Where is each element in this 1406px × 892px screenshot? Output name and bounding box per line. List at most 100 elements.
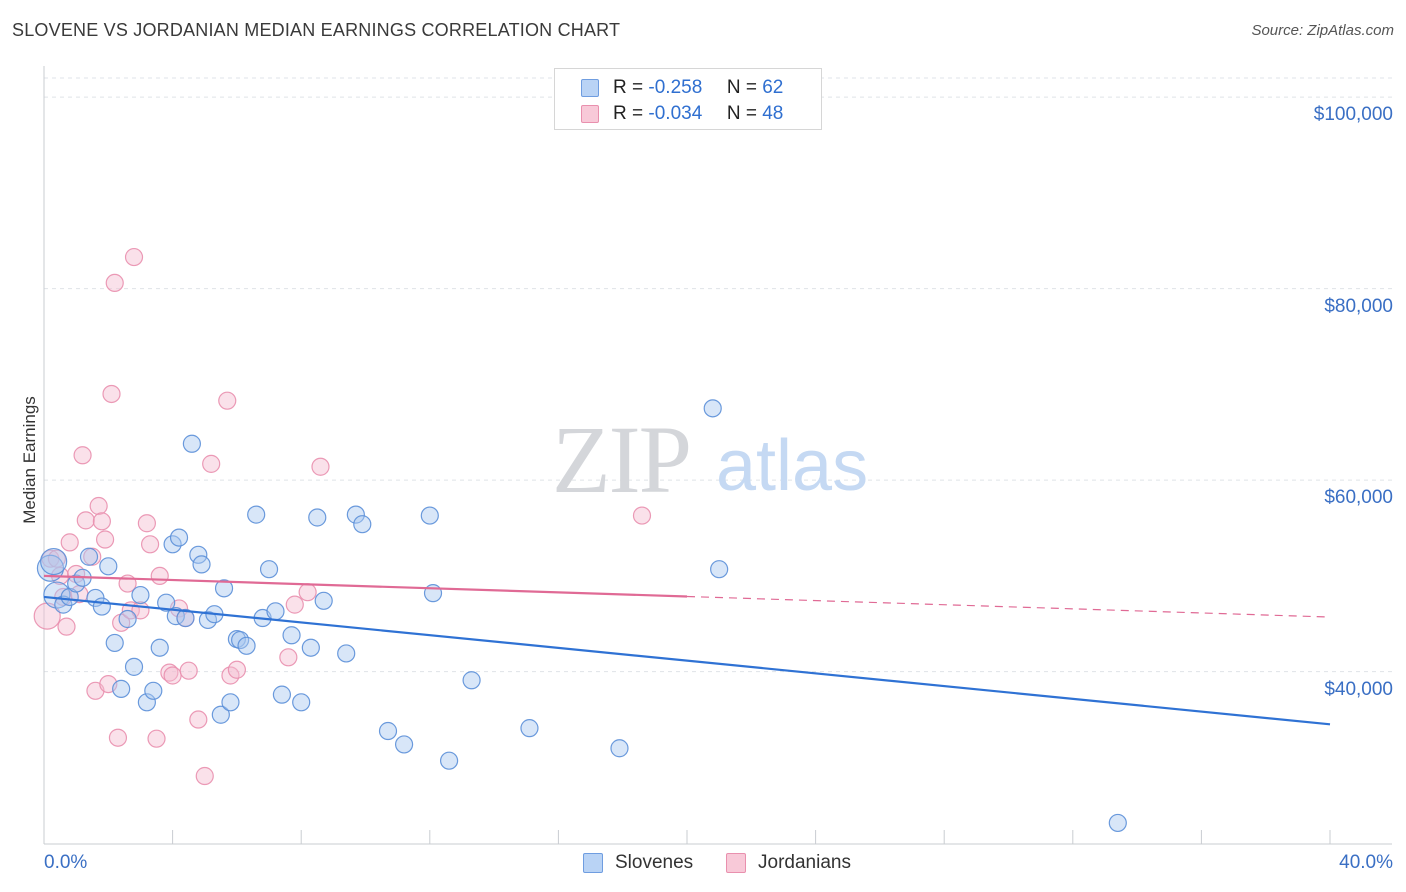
data-point-slovenes	[43, 581, 71, 609]
data-point-jordanians	[60, 533, 79, 552]
data-point-jordanians	[227, 660, 246, 679]
data-point-slovenes	[112, 679, 131, 698]
watermark: ZIP atlas	[552, 406, 868, 513]
data-point-slovenes	[394, 735, 414, 754]
axes	[43, 66, 1392, 845]
data-point-jordanians	[163, 666, 182, 685]
watermark-atlas: atlas	[716, 426, 868, 506]
source-attribution: Source: ZipAtlas.com	[1251, 22, 1394, 39]
watermark-zip: ZIP	[552, 406, 690, 513]
y-axis-label: Median Earnings	[20, 396, 39, 524]
data-point-slovenes	[118, 609, 137, 629]
stats-legend: R = -0.258 N = 62 R = -0.034 N = 48	[554, 68, 822, 130]
trend-line-extension-jordanians	[686, 595, 1331, 618]
data-point-slovenes	[703, 399, 722, 418]
legend-label-slovenes: Slovenes	[615, 852, 694, 873]
n-label: N =	[726, 77, 757, 98]
data-point-slovenes	[272, 685, 292, 704]
data-points	[33, 247, 1127, 833]
data-point-jordanians	[285, 595, 304, 614]
y-tick-label: $40,000	[1324, 678, 1393, 700]
data-point-slovenes	[292, 693, 311, 712]
trend-line-jordanians	[43, 574, 688, 598]
data-point-jordanians	[57, 617, 76, 636]
data-point-slovenes	[189, 545, 208, 564]
data-point-slovenes	[176, 608, 195, 628]
data-point-slovenes	[105, 633, 124, 653]
trend-line-slovenes	[43, 595, 1331, 726]
data-point-jordanians	[189, 710, 208, 729]
y-tick-label: $100,000	[1313, 104, 1393, 126]
data-point-slovenes	[266, 602, 285, 621]
data-point-jordanians	[137, 514, 156, 533]
data-point-jordanians	[108, 728, 128, 747]
data-point-slovenes	[40, 547, 68, 576]
data-point-slovenes	[137, 693, 156, 712]
data-point-slovenes	[237, 636, 256, 655]
r-value: -0.034	[648, 103, 703, 124]
data-point-jordanians	[195, 766, 214, 786]
data-point-jordanians	[92, 512, 111, 531]
data-point-jordanians	[298, 583, 317, 602]
data-point-jordanians	[102, 384, 121, 404]
data-point-jordanians	[89, 496, 108, 516]
data-point-jordanians	[124, 247, 144, 267]
data-point-jordanians	[279, 648, 298, 667]
data-point-jordanians	[218, 391, 237, 410]
r-value: -0.258	[648, 77, 703, 98]
chart-title: SLOVENE VS JORDANIAN MEDIAN EARNINGS COR…	[12, 20, 621, 40]
data-point-slovenes	[214, 579, 234, 598]
n-value: 62	[762, 77, 784, 98]
data-point-jordanians	[632, 506, 652, 525]
data-point-slovenes	[182, 434, 201, 453]
jordanians-legend-swatch	[726, 853, 746, 873]
data-point-slovenes	[337, 644, 356, 663]
data-point-slovenes	[710, 560, 729, 579]
data-point-slovenes	[314, 591, 333, 610]
data-point-jordanians	[202, 454, 221, 473]
data-point-jordanians	[179, 661, 198, 680]
r-label: R =	[613, 103, 644, 124]
data-point-slovenes	[353, 515, 372, 534]
data-point-slovenes	[259, 560, 279, 579]
data-point-slovenes	[36, 554, 65, 582]
data-point-slovenes	[92, 597, 111, 616]
data-point-slovenes	[192, 555, 211, 574]
data-point-slovenes	[157, 593, 176, 612]
trend-lines	[43, 574, 1331, 726]
data-point-slovenes	[462, 671, 481, 690]
data-point-slovenes	[163, 535, 182, 554]
x-tick-label-min: 0.0%	[44, 852, 88, 873]
data-point-slovenes	[144, 681, 163, 700]
data-point-slovenes	[346, 505, 365, 524]
legend-label-jordanians: Jordanians	[758, 852, 851, 873]
data-point-jordanians	[76, 511, 95, 530]
data-point-slovenes	[520, 719, 539, 738]
data-point-slovenes	[378, 721, 398, 741]
data-point-slovenes	[439, 751, 459, 770]
r-label: R =	[613, 77, 644, 98]
slovenes-legend-swatch	[583, 853, 603, 873]
data-point-jordanians	[150, 566, 169, 586]
data-point-slovenes	[169, 528, 189, 547]
data-point-slovenes	[211, 705, 230, 724]
data-point-jordanians	[73, 446, 92, 465]
data-point-slovenes	[610, 739, 629, 758]
data-point-slovenes	[301, 638, 320, 657]
data-point-jordanians	[47, 549, 66, 568]
y-tick-label: $80,000	[1324, 295, 1393, 317]
data-point-slovenes	[99, 557, 118, 576]
n-value: 48	[762, 103, 784, 124]
data-point-jordanians	[105, 273, 124, 293]
data-point-jordanians	[140, 535, 160, 554]
slovenes-swatch	[581, 79, 599, 97]
data-point-slovenes	[420, 506, 439, 525]
data-point-slovenes	[282, 626, 301, 645]
data-point-slovenes	[308, 508, 327, 527]
data-point-jordanians	[311, 457, 330, 476]
data-point-slovenes	[247, 505, 266, 524]
y-tick-label: $60,000	[1324, 487, 1393, 509]
data-point-slovenes	[150, 638, 169, 657]
n-label: N =	[726, 103, 757, 124]
